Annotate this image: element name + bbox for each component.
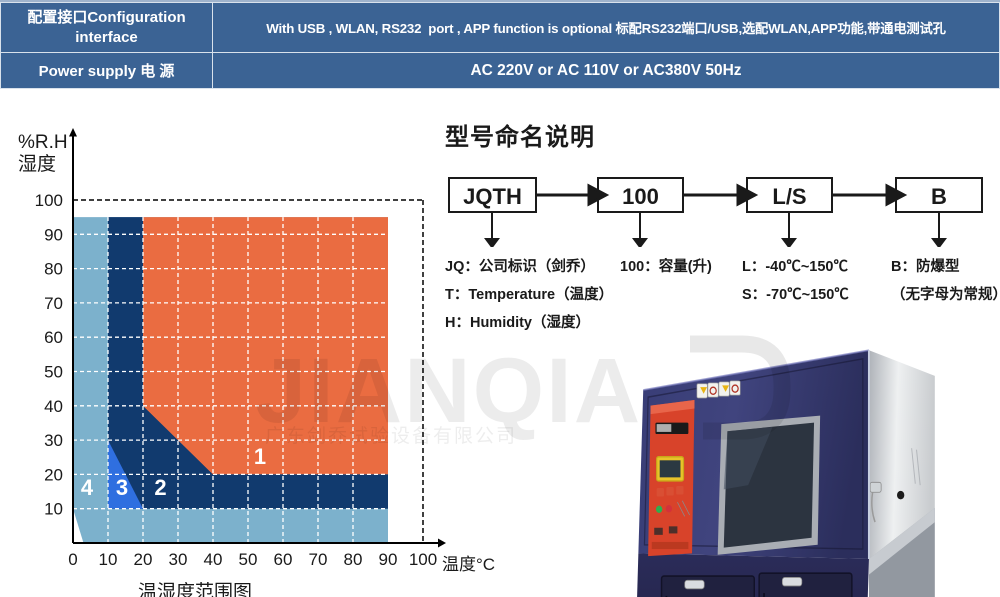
svg-text:20: 20 [134,550,153,569]
svg-text:4: 4 [81,475,94,500]
svg-text:10: 10 [44,500,63,519]
svg-text:0: 0 [68,550,77,569]
svg-text:80: 80 [344,550,363,569]
svg-text:30: 30 [169,550,188,569]
svg-text:100: 100 [409,550,437,569]
svg-text:90: 90 [44,225,63,244]
svg-text:60: 60 [274,550,293,569]
svg-text:10: 10 [99,550,118,569]
svg-text:50: 50 [239,550,258,569]
svg-text:40: 40 [44,397,63,416]
svg-text:3: 3 [116,475,128,500]
svg-text:80: 80 [44,260,63,279]
svg-text:70: 70 [309,550,328,569]
svg-text:温湿度范围图: 温湿度范围图 [138,581,252,597]
svg-text:60: 60 [44,328,63,347]
svg-text:100: 100 [35,191,63,210]
svg-text:50: 50 [44,363,63,382]
svg-text:30: 30 [44,431,63,450]
svg-text:70: 70 [44,294,63,313]
svg-text:%R.H: %R.H [18,132,68,153]
svg-text:20: 20 [44,465,63,484]
svg-text:温度°C: 温度°C [442,555,495,574]
svg-text:90: 90 [379,550,398,569]
svg-text:40: 40 [204,550,223,569]
svg-text:2: 2 [154,475,166,500]
svg-text:湿度: 湿度 [18,153,56,175]
svg-text:1: 1 [254,444,266,469]
